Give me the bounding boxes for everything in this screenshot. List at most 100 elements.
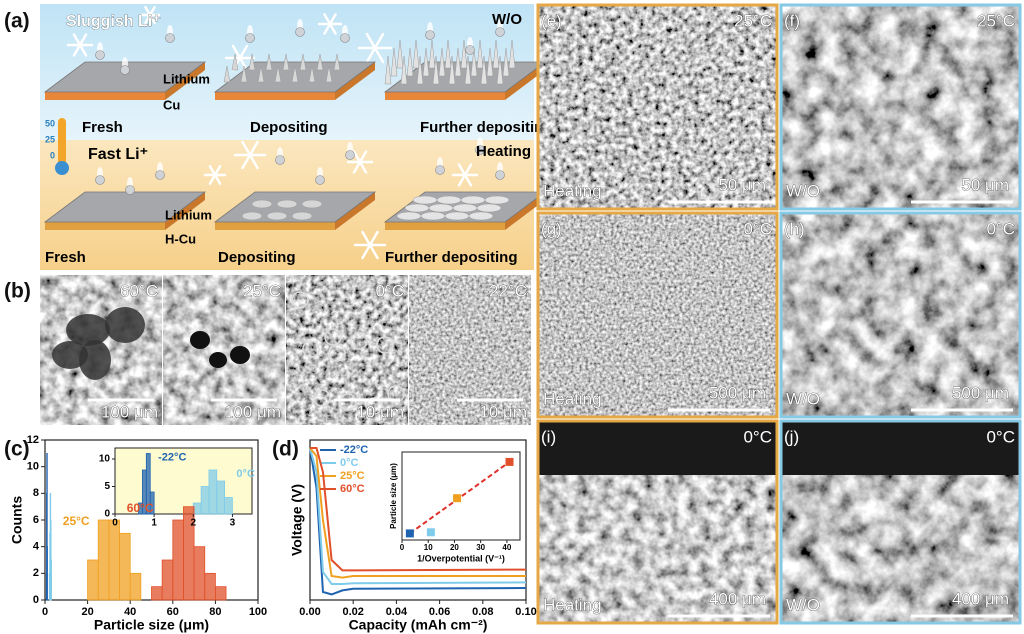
snowflake (457, 163, 473, 187)
inset-x-tick-label: 0 (400, 543, 405, 552)
snowflake (361, 230, 379, 260)
x-axis-label: Particle size (μm) (94, 617, 209, 633)
y-axis-label: Voltage (V) (289, 484, 305, 556)
dendrite (291, 65, 299, 83)
li-ion (120, 65, 130, 75)
li-ion (345, 150, 355, 160)
scale-label: 50 μm (718, 175, 766, 194)
substrate-edge (385, 222, 505, 230)
inset-x-tick-label: 30 (476, 543, 485, 552)
x-tick-label: 100 (249, 606, 267, 618)
li-deposit (301, 199, 323, 209)
condition-label: W/O (786, 181, 820, 200)
substrate-edge (385, 92, 505, 100)
scale-label: 50 μm (961, 175, 1009, 194)
histogram-bar (193, 546, 206, 601)
legend-label: 60°C (340, 483, 365, 495)
condition-label: Heating (543, 389, 602, 408)
li-deposit (444, 211, 470, 221)
li-ion (435, 165, 445, 175)
snowflake (241, 140, 259, 170)
y-tick-label: 2 (33, 567, 39, 579)
li-ion (295, 27, 305, 37)
dendrite (248, 53, 256, 71)
x-tick-label: 0.02 (342, 606, 363, 618)
dendrite (316, 53, 324, 71)
lithium-particle (376, 336, 394, 354)
dendrite (464, 55, 472, 85)
li-deposit (420, 211, 446, 221)
condition-label: Heating (476, 143, 531, 160)
panel-label: (f) (784, 11, 800, 30)
dendrite (282, 53, 290, 71)
li-deposit (460, 195, 486, 205)
lithium-particle (302, 340, 320, 358)
temperature-label: 25°C (977, 11, 1015, 30)
lithium-particle (209, 352, 227, 368)
x-tick-label: 60 (167, 606, 179, 618)
histogram-bar (214, 586, 227, 601)
lithium-particle (387, 385, 405, 403)
series-label: -22°C (158, 451, 186, 463)
histogram-bar (119, 532, 131, 601)
scale-label: 400 μm (709, 589, 766, 608)
sem-image (537, 4, 778, 210)
x-tick-label: 0.10 (515, 606, 536, 618)
thermometer-label: 0 (50, 150, 55, 160)
lithium-particle (313, 389, 331, 407)
inset-x-tick-label: 0 (112, 518, 118, 529)
scale-label: 400 μm (952, 589, 1009, 608)
panel-border (536, 211, 779, 419)
legend-label: -22°C (340, 444, 368, 456)
histogram-bar (46, 546, 48, 601)
li-deposit (484, 195, 510, 205)
li-deposit (291, 211, 313, 221)
inset-point (505, 457, 514, 466)
snowflake (72, 33, 88, 57)
substrate-edge (215, 222, 335, 230)
inset-point (426, 528, 435, 537)
li-ion (340, 33, 350, 43)
li-deposit (468, 211, 494, 221)
lithium-particle (66, 314, 110, 346)
dendrite (438, 47, 446, 77)
substrate-edge (45, 222, 165, 230)
scale-label: 500 μm (952, 383, 1009, 402)
li-deposit (428, 203, 454, 213)
y-tick-label: 0 (33, 594, 39, 606)
scale-label: 10 μm (356, 402, 404, 421)
panel-border (536, 419, 779, 625)
substrate-side (335, 192, 375, 230)
x-tick-label: 40 (124, 606, 136, 618)
li-deposit (251, 199, 273, 209)
lithium-particle (328, 344, 346, 362)
lithium-particle (365, 397, 383, 415)
stage-label: Fresh (82, 119, 123, 136)
inset-x-tick-label: 1 (151, 518, 157, 529)
x-tick-label: 20 (81, 606, 93, 618)
li-deposit (404, 203, 430, 213)
dendrite (444, 39, 452, 69)
y-tick-label: 8 (33, 487, 39, 499)
lithium-particle (324, 328, 342, 346)
dendrite (502, 47, 510, 77)
trend-line (409, 461, 511, 535)
dendrite (476, 39, 484, 69)
legend-label: 25°C (340, 470, 365, 482)
dendrite (428, 39, 436, 69)
inset-y-axis-label: Particle size (μm) (389, 463, 398, 529)
x-tick-label: 0.08 (472, 606, 493, 618)
temperature-label: 60°C (120, 281, 158, 300)
series-label: 25°C (63, 514, 90, 528)
inset-histogram-bar (208, 469, 218, 515)
li-ion (465, 45, 475, 55)
temperature-label: 0°C (743, 219, 772, 238)
panel-border (536, 3, 779, 211)
dendrite (412, 39, 420, 69)
dendrite (460, 39, 468, 69)
y-tick-label: 12 (27, 434, 39, 446)
dendrite (448, 55, 456, 85)
fast-title: Fast Li⁺ (88, 146, 148, 163)
li-deposit (452, 203, 478, 213)
snowflake (323, 13, 337, 35)
